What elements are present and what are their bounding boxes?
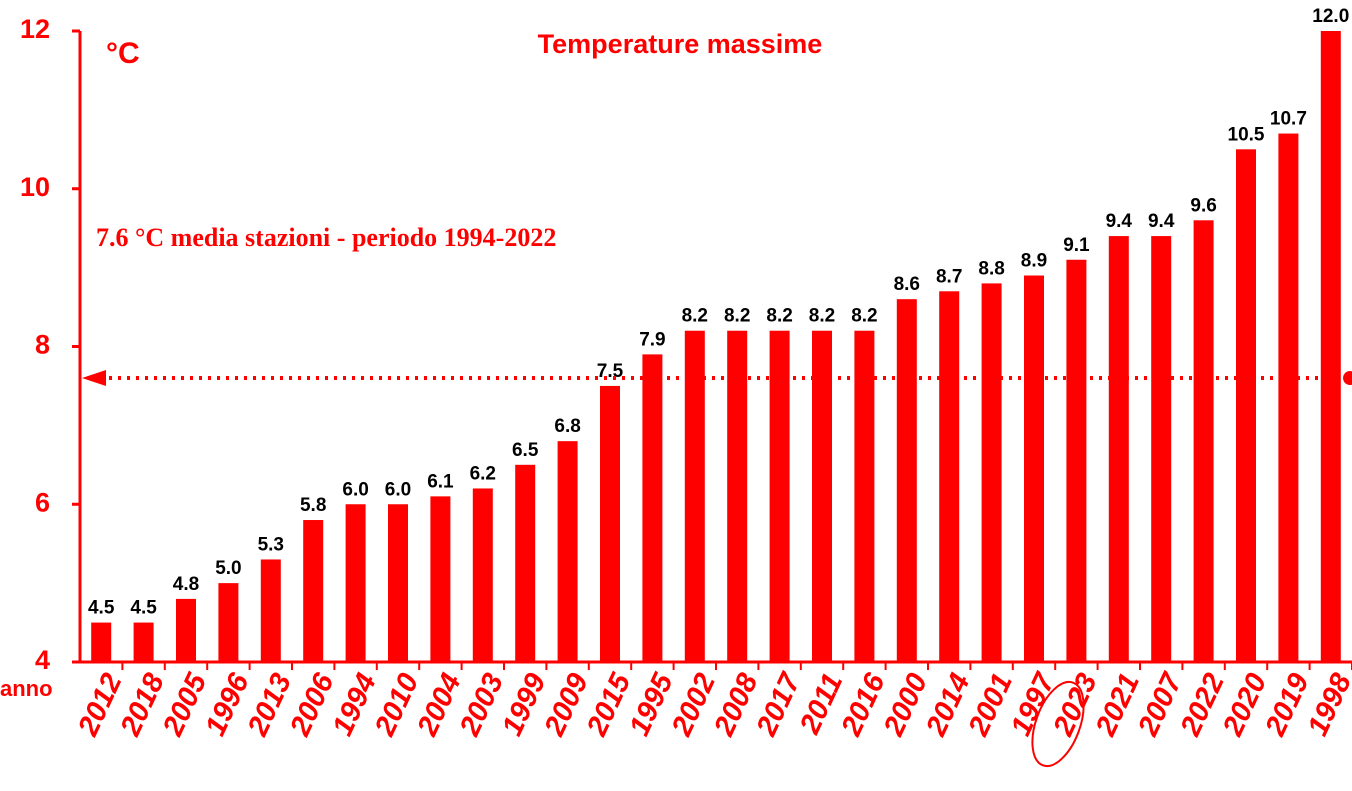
value-label: 8.7 [936,266,962,287]
bar [727,330,748,662]
value-label: 4.5 [88,598,115,619]
value-label: 5.8 [300,495,326,516]
bar [1236,149,1256,662]
value-label: 6.2 [470,463,496,484]
value-label: 8.2 [682,306,708,327]
value-label: 5.0 [215,558,241,579]
bar [939,291,960,662]
bar [1151,236,1172,662]
y-tick-label: 8 [35,330,50,360]
bar [1278,133,1299,663]
bar [133,622,154,662]
value-label: 4.8 [173,574,199,595]
bar [642,354,663,662]
value-label: 6.8 [554,416,580,437]
y-tick-label: 6 [35,487,50,517]
value-label: 10.5 [1228,124,1265,145]
value-label: 8.6 [894,274,920,295]
annotation: 7.6 °C media stazioni - periodo 1994-202… [96,223,556,252]
value-label: 6.0 [385,479,411,500]
value-label: 4.5 [130,598,157,619]
bar [812,330,832,662]
bar [1108,236,1129,662]
bar [896,299,917,662]
bar [472,488,493,662]
x-tick-label: 1998 [1302,668,1352,741]
y-tick-label: 12 [20,14,50,44]
value-label: 8.2 [851,306,877,327]
value-label: 7.5 [597,361,624,382]
reference-arrow [82,370,106,387]
bar [600,385,620,662]
bar [981,283,1002,662]
bar [1193,220,1214,663]
value-label: 9.4 [1148,211,1175,232]
y-tick-label: 4 [35,645,50,675]
y-axis-label: °C [106,37,140,70]
bar [430,496,451,662]
bar [515,464,536,662]
bar [345,504,366,662]
value-label: 8.2 [809,306,835,327]
value-label: 10.7 [1270,109,1307,130]
bar [176,598,196,662]
bar [218,583,239,662]
value-label: 9.6 [1190,195,1216,216]
bar [769,330,790,662]
bar [303,520,324,662]
bar [1066,259,1087,662]
value-label: 9.4 [1106,211,1133,232]
bar [684,330,705,662]
value-label: 7.9 [639,329,665,350]
highlight-ellipse [1031,680,1085,768]
value-label: 5.3 [258,534,284,555]
bar [260,559,281,662]
x-axis-label: anno [0,676,53,701]
bar [388,504,408,662]
bar [91,622,112,662]
value-label: 8.9 [1021,251,1047,272]
value-label: 6.1 [427,471,454,492]
value-label: 6.0 [342,479,368,500]
y-tick-label: 10 [20,172,50,202]
bar [1320,31,1341,662]
value-label: 12.0 [1312,6,1349,27]
x-tick-label: 2017 [750,667,807,742]
value-label: 8.2 [724,306,750,327]
value-label: 8.2 [766,306,792,327]
value-label: 9.1 [1063,235,1090,256]
bar [854,330,875,662]
reference-end [1343,371,1352,386]
chart-title: Temperature massime [538,29,823,59]
bar [557,441,578,662]
value-label: 8.8 [978,258,1004,279]
bar [1024,275,1044,662]
value-label: 6.5 [512,440,539,461]
